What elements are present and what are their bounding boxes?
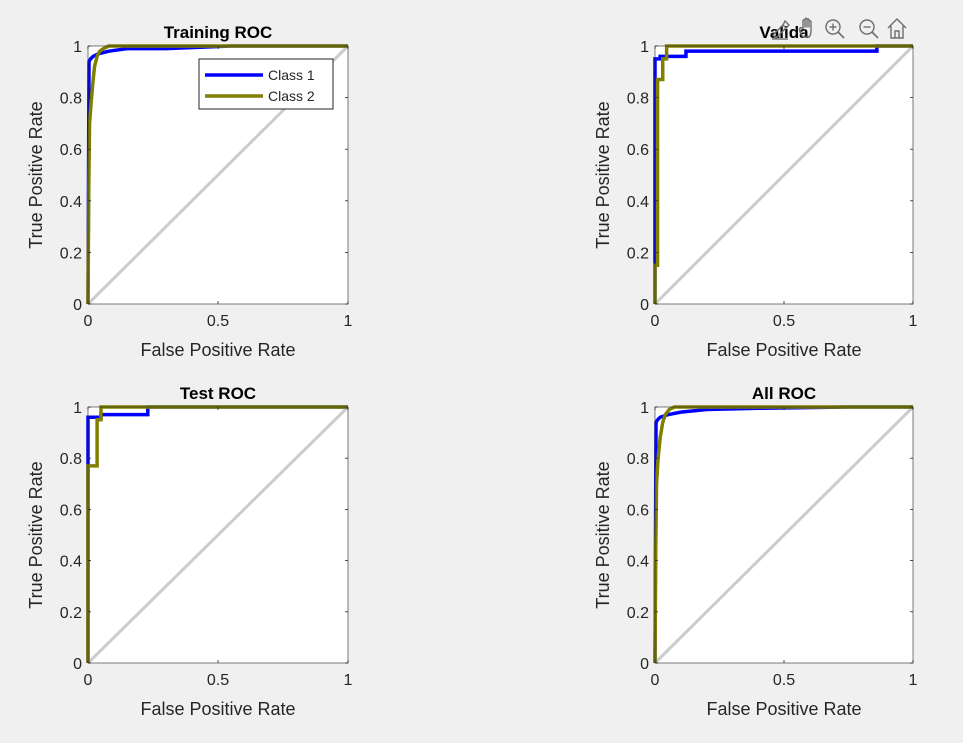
- axes-toolbar: [768, 15, 908, 40]
- pan-icon[interactable]: [795, 15, 819, 39]
- zoom-out-icon[interactable]: [856, 16, 880, 40]
- y-tick-label: 0.4: [627, 194, 649, 211]
- series-layer: [653, 44, 913, 304]
- y-axis-label: True Positive Rate: [593, 461, 613, 608]
- y-tick-label: 0.8: [627, 91, 649, 108]
- series-line-class-2: [653, 44, 913, 304]
- y-tick-label: 0.4: [60, 554, 82, 571]
- y-tick-label: 0: [73, 656, 82, 673]
- series-line-class-2: [86, 44, 348, 305]
- y-axis-label: True Positive Rate: [26, 101, 46, 248]
- x-tick-label: 1: [344, 313, 353, 330]
- tick-layer: 0 0.5 1 0 0.2 0.4 0.6 0.8 1: [627, 39, 918, 330]
- x-tick-label: 0.5: [207, 313, 229, 330]
- x-tick-label: 1: [344, 672, 353, 689]
- y-tick-label: 0.6: [627, 502, 649, 519]
- test-roc-axes[interactable]: 0 0.5 1 0 0.2 0.4 0.6 0.8 1 Test ROC False Posit…: [26, 384, 353, 719]
- x-tick-label: 0: [651, 313, 660, 330]
- home-icon[interactable]: [884, 15, 908, 39]
- diagonal-reference: [86, 405, 350, 665]
- x-tick-label: 0: [84, 313, 93, 330]
- axes-title: Valida: [759, 23, 809, 42]
- y-tick-label: 0.6: [627, 142, 649, 159]
- y-tick-label: 0.8: [60, 91, 82, 108]
- tick-layer: 0 0.5 1 0 0.2 0.4 0.6 0.8 1: [627, 400, 918, 689]
- legend-label-class-1: Class 1: [268, 67, 315, 83]
- axes-title: Test ROC: [180, 384, 256, 403]
- diagonal-reference: [653, 405, 915, 665]
- tick-layer: 0 0.5 1 0 0.2 0.4 0.6 0.8 1: [60, 39, 353, 330]
- y-tick-label: 0.4: [60, 194, 82, 211]
- legend-label-class-2: Class 2: [268, 88, 315, 104]
- diagonal-line: [653, 44, 915, 306]
- y-tick-label: 0.4: [627, 554, 649, 571]
- y-tick-label: 1: [640, 400, 649, 417]
- x-tick-label: 1: [909, 672, 918, 689]
- y-tick-label: 0.2: [60, 605, 82, 622]
- x-tick-label: 0: [651, 672, 660, 689]
- y-tick-label: 0.2: [627, 605, 649, 622]
- x-tick-label: 0.5: [773, 313, 795, 330]
- y-tick-label: 0: [73, 297, 82, 314]
- y-tick-label: 0.2: [60, 245, 82, 262]
- y-tick-label: 0.8: [60, 451, 82, 468]
- x-tick-label: 0.5: [773, 672, 795, 689]
- diagonal-reference: [653, 44, 915, 306]
- x-tick-label: 0.5: [207, 672, 229, 689]
- y-tick-label: 0.6: [60, 142, 82, 159]
- legend[interactable]: Class 1 Class 2: [198, 58, 334, 110]
- diagonal-line: [653, 405, 915, 665]
- tick-layer: 0 0.5 1 0 0.2 0.4 0.6 0.8 1: [60, 400, 353, 689]
- x-axis-label: False Positive Rate: [140, 699, 295, 719]
- x-axis-label: False Positive Rate: [706, 340, 861, 360]
- x-axis-label: False Positive Rate: [706, 699, 861, 719]
- series-layer: [86, 44, 348, 305]
- x-axis-label: False Positive Rate: [140, 340, 295, 360]
- brush-icon[interactable]: [768, 16, 792, 40]
- axes-title: Training ROC: [164, 23, 273, 42]
- diagonal-line: [86, 405, 350, 665]
- x-tick-label: 0: [84, 672, 93, 689]
- axes-title: All ROC: [752, 384, 816, 403]
- legend-box: [198, 58, 334, 110]
- y-tick-label: 1: [73, 400, 82, 417]
- y-tick-label: 1: [73, 39, 82, 56]
- y-tick-label: 0.2: [627, 245, 649, 262]
- y-tick-label: 0: [640, 656, 649, 673]
- series-line-class-2: [653, 405, 913, 664]
- y-axis-label: True Positive Rate: [26, 461, 46, 608]
- y-axis-label: True Positive Rate: [593, 101, 613, 248]
- y-tick-label: 0.8: [627, 451, 649, 468]
- y-tick-label: 0: [640, 297, 649, 314]
- y-tick-label: 1: [640, 39, 649, 56]
- y-tick-label: 0.6: [60, 502, 82, 519]
- all-roc-axes[interactable]: 0 0.5 1 0 0.2 0.4 0.6 0.8 1 All ROC False Positi…: [593, 384, 918, 719]
- x-tick-label: 1: [909, 313, 918, 330]
- validation-roc-axes[interactable]: 0 0.5 1 0 0.2 0.4 0.6 0.8 1 Valida False Positiv…: [593, 23, 918, 360]
- zoom-in-icon[interactable]: [822, 16, 846, 40]
- series-layer: [653, 405, 913, 664]
